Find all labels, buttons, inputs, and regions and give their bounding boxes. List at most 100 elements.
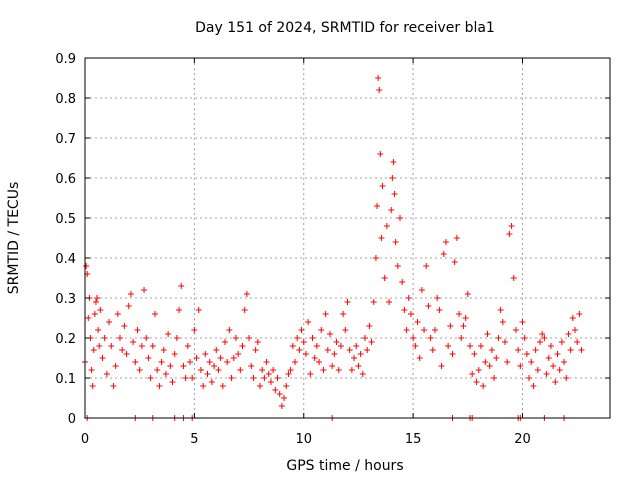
data-point	[191, 327, 198, 333]
data-point	[379, 183, 386, 189]
data-point	[436, 307, 443, 313]
data-point	[313, 343, 320, 349]
data-point	[136, 367, 143, 373]
data-point	[569, 315, 576, 321]
data-point	[311, 355, 318, 361]
data-point	[219, 383, 226, 389]
data-point	[134, 327, 141, 333]
data-point	[563, 375, 570, 381]
data-point	[182, 375, 189, 381]
data-point	[543, 371, 550, 377]
data-point	[160, 347, 167, 353]
data-point	[493, 355, 500, 361]
data-point	[364, 347, 371, 353]
data-point	[85, 315, 92, 321]
data-point	[176, 307, 183, 313]
data-point	[480, 383, 487, 389]
y-tick-label: 0.2	[55, 332, 76, 347]
data-point	[392, 239, 399, 245]
data-point	[272, 387, 279, 393]
data-point	[292, 359, 298, 365]
data-point	[567, 347, 574, 353]
axis-ticks: 0 0.1 0.2 0.3 0.4 0.5 0.6 0.7 0.8 0.9 0 5 10 15 20	[55, 52, 610, 447]
y-tick-label: 0.7	[55, 132, 76, 147]
data-point	[475, 367, 482, 373]
data-point	[123, 351, 130, 357]
data-point	[165, 331, 172, 337]
data-point	[99, 355, 106, 361]
data-point	[386, 299, 393, 305]
data-point	[184, 343, 191, 349]
data-point	[378, 235, 385, 241]
y-tick-label: 0	[68, 412, 76, 427]
data-point	[162, 371, 169, 377]
y-tick-label: 0.9	[55, 52, 76, 67]
data-point	[558, 339, 565, 345]
x-axis-title: GPS time / hours	[286, 458, 403, 474]
data-point	[318, 327, 325, 333]
data-point	[239, 343, 246, 349]
data-point	[383, 223, 390, 229]
data-point	[390, 159, 397, 165]
data-point	[296, 347, 303, 353]
data-point	[121, 323, 128, 329]
data-point	[508, 223, 515, 229]
data-point	[331, 351, 338, 357]
data-point	[132, 359, 139, 365]
data-point	[375, 75, 382, 81]
data-point	[416, 355, 423, 361]
data-point	[394, 263, 401, 269]
x-tick-label: 0	[81, 432, 89, 447]
data-point	[541, 335, 548, 341]
data-point	[171, 351, 178, 357]
data-point	[388, 207, 395, 213]
data-point	[152, 311, 158, 317]
data-point	[298, 327, 305, 333]
data-point	[357, 351, 364, 357]
data-point	[197, 367, 204, 373]
data-point	[510, 275, 517, 281]
data-point	[154, 367, 161, 373]
data-point	[307, 371, 314, 377]
data-point	[547, 343, 554, 349]
data-point	[534, 367, 541, 373]
y-axis-title: SRMTID / TECUs	[6, 182, 22, 295]
data-point	[366, 323, 373, 329]
data-point	[495, 335, 502, 341]
x-tick-label: 10	[295, 432, 312, 447]
data-point	[484, 331, 491, 337]
data-point	[442, 239, 449, 245]
data-point	[519, 319, 526, 325]
x-tick-label: 20	[514, 432, 531, 447]
data-point	[471, 351, 478, 357]
data-point	[499, 319, 506, 325]
data-point	[532, 347, 539, 353]
data-point	[270, 367, 277, 373]
data-point	[254, 339, 261, 345]
data-point	[453, 235, 460, 241]
data-point	[432, 327, 438, 333]
data-point	[211, 363, 218, 369]
data-point	[241, 307, 248, 313]
data-point	[447, 323, 454, 329]
data-point	[374, 203, 381, 209]
data-point	[324, 347, 331, 353]
data-point	[574, 339, 581, 345]
data-point	[423, 263, 430, 269]
data-point	[539, 331, 546, 337]
plot-frame	[84, 57, 611, 419]
data-point	[232, 335, 239, 341]
data-point	[329, 363, 336, 369]
data-point	[561, 359, 568, 365]
data-point	[117, 335, 123, 341]
data-point	[572, 327, 578, 333]
data-point	[91, 311, 98, 317]
data-point	[96, 343, 103, 349]
data-point	[429, 347, 436, 353]
data-point	[523, 351, 530, 357]
data-point	[195, 307, 202, 313]
data-point	[261, 375, 268, 381]
data-point	[473, 379, 480, 385]
data-point	[213, 347, 220, 353]
